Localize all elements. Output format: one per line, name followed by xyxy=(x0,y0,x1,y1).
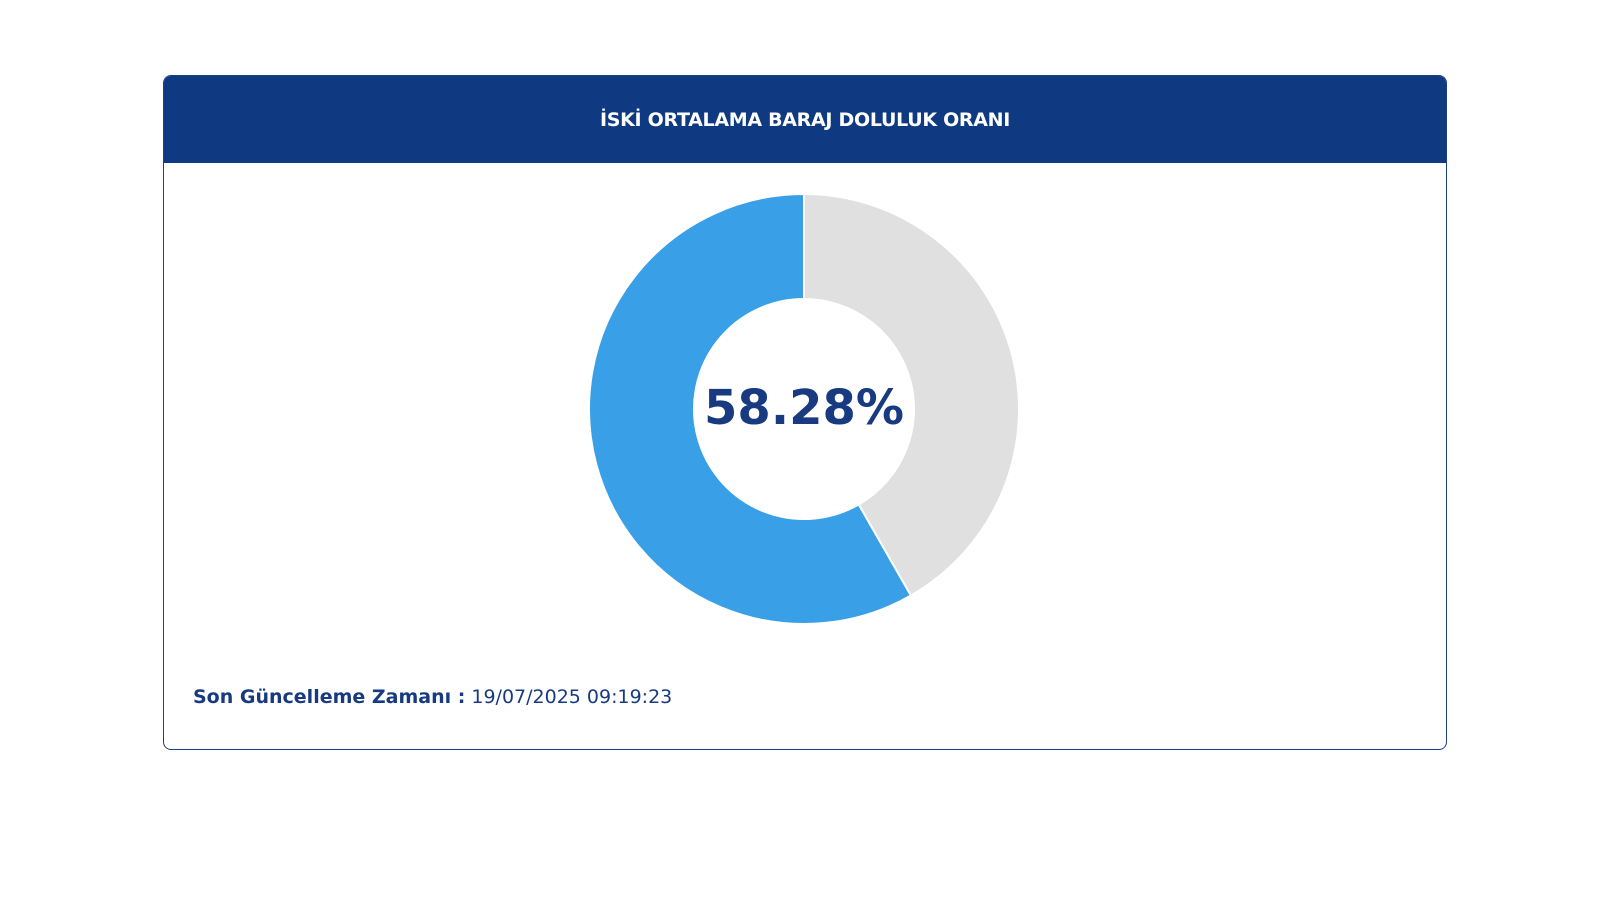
update-label: Son Güncelleme Zamanı : xyxy=(193,686,466,708)
card: İSKİ ORTALAMA BARAJ DOLULUK ORANI Son Gü… xyxy=(163,75,1447,750)
donut-segment xyxy=(588,192,913,625)
card-header: İSKİ ORTALAMA BARAJ DOLULUK ORANI xyxy=(164,76,1446,163)
chart-title: İSKİ ORTALAMA BARAJ DOLULUK ORANI xyxy=(599,108,1011,131)
update-time: 19/07/2025 09:19:23 xyxy=(471,686,673,708)
center-label: 58.28% xyxy=(704,380,904,436)
donut-segment xyxy=(803,192,1020,597)
last-update: Son Güncelleme Zamanı :19/07/2025 09:19:… xyxy=(193,686,672,708)
